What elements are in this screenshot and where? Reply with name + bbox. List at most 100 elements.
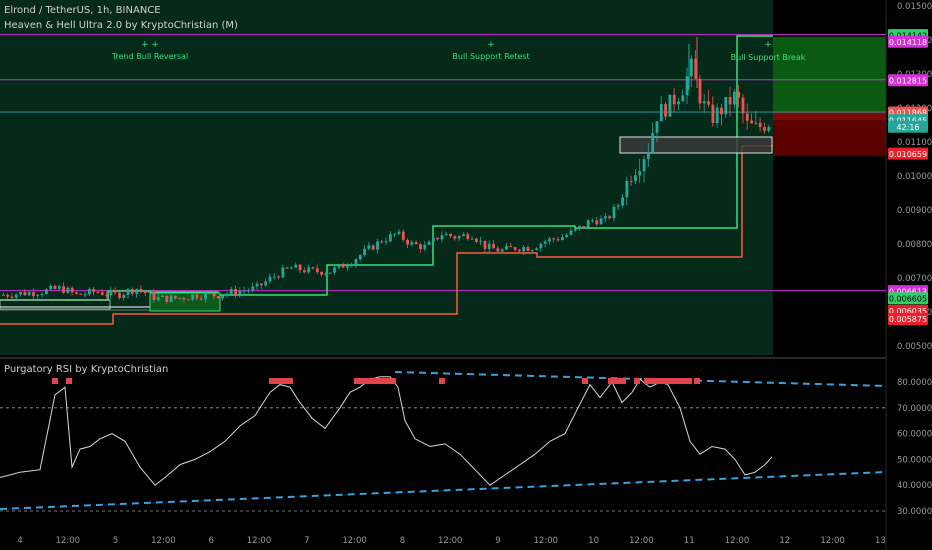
overbought-marker xyxy=(354,378,360,384)
candle-body xyxy=(475,238,478,242)
candle-body xyxy=(380,241,384,243)
candle-body xyxy=(419,244,422,250)
candle-body xyxy=(724,97,728,115)
candle-body xyxy=(741,97,745,114)
candle-body xyxy=(733,91,736,105)
candle-body xyxy=(569,230,573,235)
candle-body xyxy=(672,94,676,105)
candle-body xyxy=(595,220,599,225)
candle-body xyxy=(556,239,560,241)
candle-body xyxy=(178,297,182,299)
candle-body xyxy=(651,132,655,152)
candle-body xyxy=(707,101,710,105)
overbought-marker xyxy=(650,378,656,384)
candle-body xyxy=(337,264,341,268)
bull-target-zone xyxy=(773,37,886,112)
candle-body xyxy=(358,255,362,260)
candle-body xyxy=(591,220,594,222)
candle-body xyxy=(118,292,121,298)
overbought-marker xyxy=(662,378,668,384)
candle-body xyxy=(255,283,259,287)
price-label-text: 0.006035 xyxy=(889,307,927,316)
candle-body xyxy=(466,234,470,239)
candle-body xyxy=(247,290,250,292)
candle-body xyxy=(62,286,65,293)
rsi-axis-tick: 60.000000 xyxy=(897,430,932,440)
indicator-title: Heaven & Hell Ultra 2.0 by KryptoChristi… xyxy=(4,20,238,31)
overbought-marker xyxy=(52,378,58,384)
overbought-marker xyxy=(378,378,384,384)
candle-body xyxy=(758,122,762,128)
candle-body xyxy=(371,245,375,250)
candle-body xyxy=(376,241,379,250)
time-axis-tick: 12:00 xyxy=(151,536,176,546)
rsi-axis-tick: 40.000000 xyxy=(897,481,932,491)
candle-body xyxy=(23,292,27,296)
candle-body xyxy=(677,101,680,105)
signal-label-1: Trend Bull Reversal xyxy=(111,52,188,61)
candle-body xyxy=(462,234,465,236)
time-axis-tick: 9 xyxy=(495,536,500,546)
candle-body xyxy=(350,264,354,267)
candle-body xyxy=(449,233,452,237)
candle-body xyxy=(57,286,61,289)
candle-body xyxy=(578,226,581,229)
candle-body xyxy=(66,287,70,293)
candle-body xyxy=(45,289,48,295)
candle-body xyxy=(608,216,612,219)
candle-body xyxy=(548,238,551,242)
candle-body xyxy=(277,276,280,278)
candle-body xyxy=(105,294,108,296)
candle-body xyxy=(573,228,577,231)
candle-body xyxy=(763,127,766,131)
signal-plus-1: + + xyxy=(141,40,159,50)
candle-body xyxy=(221,295,225,299)
candle-body xyxy=(290,267,293,269)
candle-body xyxy=(122,294,126,298)
candle-body xyxy=(75,292,78,294)
candle-body xyxy=(440,235,444,240)
price-label-text: 0.010659 xyxy=(889,150,927,159)
rsi-line xyxy=(0,376,773,486)
candle-body xyxy=(698,78,702,104)
signal-label-3: Bull Support Break xyxy=(731,53,806,62)
candle-body xyxy=(70,287,74,293)
candle-body xyxy=(109,290,113,296)
candle-body xyxy=(268,276,272,282)
candle-body xyxy=(397,231,401,234)
overbought-marker xyxy=(390,378,396,384)
time-axis-tick: 12:00 xyxy=(725,536,750,546)
support-box xyxy=(149,292,221,312)
overbought-marker xyxy=(674,378,680,384)
candle-body xyxy=(260,283,263,286)
candle-body xyxy=(363,248,366,256)
candle-body xyxy=(346,266,349,268)
time-axis-tick: 12:00 xyxy=(247,536,272,546)
rsi-axis-tick: 30.000000 xyxy=(897,507,932,517)
overbought-marker xyxy=(275,378,281,384)
candle-body xyxy=(526,247,530,251)
overbought-marker xyxy=(694,378,700,384)
candle-body xyxy=(634,175,637,182)
rsi-axis-tick: 50.000000 xyxy=(897,455,932,465)
candle-body xyxy=(436,237,440,240)
overbought-marker xyxy=(269,378,275,384)
candle-body xyxy=(690,58,693,77)
candle-body xyxy=(19,292,22,295)
candle-body xyxy=(27,292,31,296)
candle-body xyxy=(307,267,311,273)
time-axis-tick: 12 xyxy=(779,536,790,546)
candle-body xyxy=(143,290,147,294)
candle-body xyxy=(612,206,616,219)
candle-body xyxy=(655,121,659,133)
overbought-marker xyxy=(582,378,588,384)
candle-body xyxy=(217,296,220,299)
candle-body xyxy=(251,286,255,291)
candle-body xyxy=(234,289,237,295)
candle-body xyxy=(500,249,504,252)
